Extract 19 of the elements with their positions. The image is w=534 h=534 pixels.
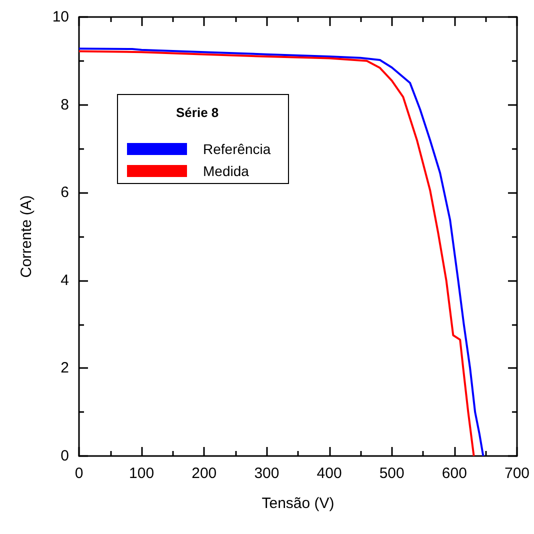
y-tick-label: 0: [60, 448, 69, 464]
legend-label: Medida: [203, 163, 250, 179]
x-tick-label: 500: [379, 465, 404, 482]
y-axis-title: Corrente (A): [18, 195, 35, 278]
x-tick-label: 600: [442, 465, 467, 482]
legend-title: Série 8: [176, 105, 219, 120]
x-tick-label: 700: [504, 465, 530, 482]
x-axis-title: Tensão (V): [262, 495, 334, 512]
y-tick-label: 2: [60, 360, 69, 377]
y-tick-label: 4: [60, 272, 69, 289]
y-tick-label: 8: [60, 96, 69, 114]
x-tick-label: 400: [316, 465, 342, 482]
x-tick-label: 100: [129, 465, 154, 482]
x-tick-label: 0: [74, 465, 84, 482]
legend-label: Referência: [203, 141, 271, 157]
y-tick-label: 6: [60, 184, 69, 202]
y-tick-label: 10: [52, 8, 69, 26]
x-tick-label: 300: [254, 465, 280, 482]
x-tick-label: 200: [192, 465, 217, 482]
